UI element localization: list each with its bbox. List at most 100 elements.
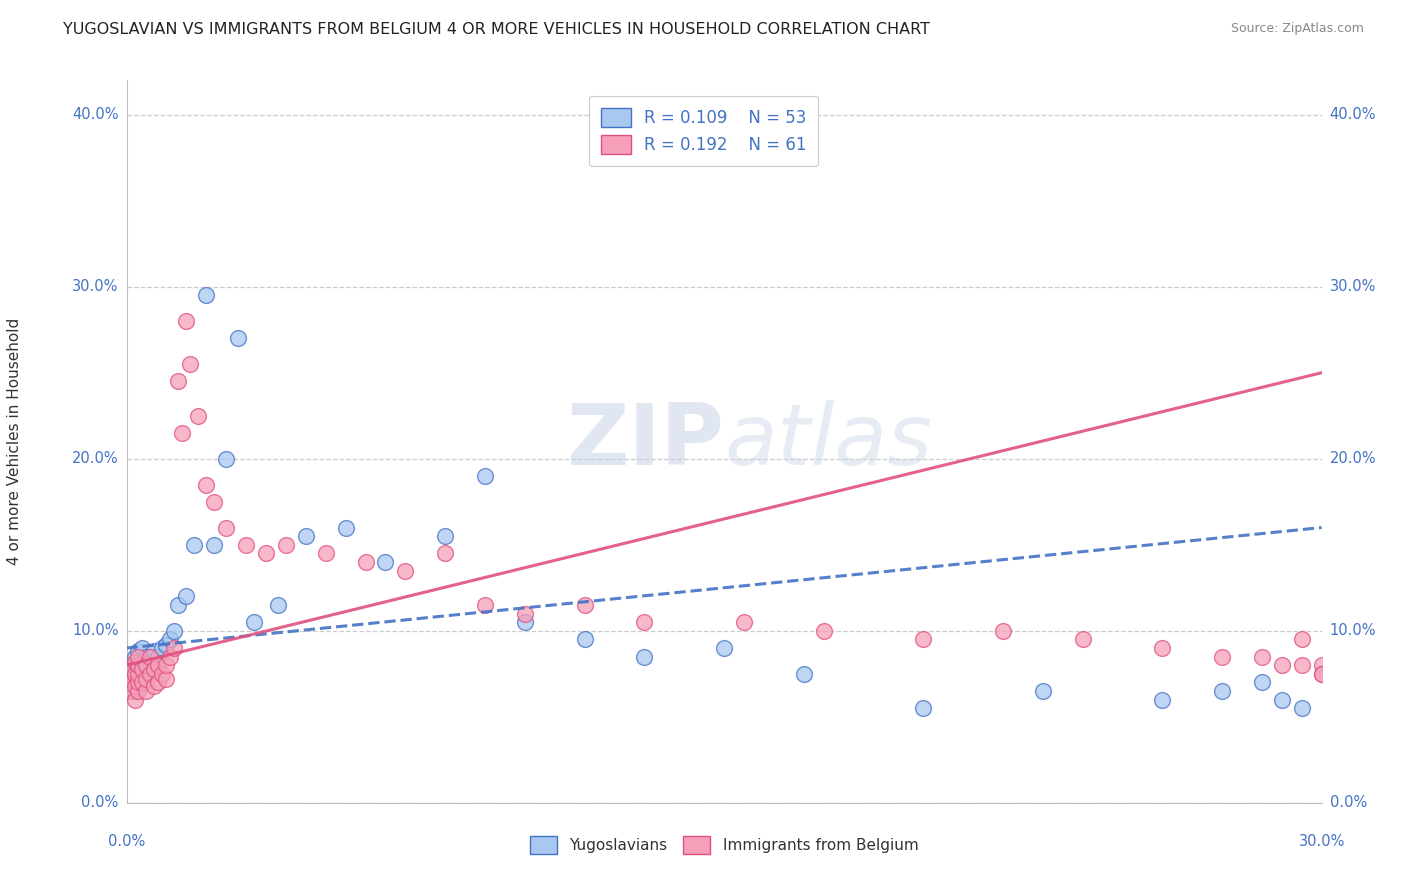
Text: 30.0%: 30.0% [1299, 834, 1344, 849]
Point [131, 665, 153, 679]
Point [633, 649, 655, 664]
Point [315, 546, 337, 560]
Point [1291, 701, 1313, 715]
Point [143, 662, 166, 676]
Point [124, 649, 146, 664]
Point [155, 638, 177, 652]
Text: 0.0%: 0.0% [1330, 796, 1367, 810]
Point [335, 520, 357, 534]
Point [124, 666, 146, 681]
Point [274, 538, 297, 552]
Point [474, 598, 496, 612]
Point [215, 451, 238, 466]
Point [1291, 632, 1313, 647]
Point [127, 658, 149, 673]
Text: Source: ZipAtlas.com: Source: ZipAtlas.com [1230, 22, 1364, 36]
Point [1211, 649, 1233, 664]
Text: atlas: atlas [724, 400, 932, 483]
Point [148, 658, 170, 673]
Point [1152, 640, 1174, 655]
Point [135, 658, 157, 673]
Point [159, 649, 181, 664]
Point [513, 607, 536, 621]
Text: 10.0%: 10.0% [1330, 624, 1376, 639]
Point [120, 662, 142, 676]
Point [120, 684, 142, 698]
Point [1271, 692, 1294, 706]
Point [1310, 666, 1333, 681]
Point [183, 538, 205, 552]
Point [120, 675, 142, 690]
Point [574, 598, 596, 612]
Point [127, 658, 149, 673]
Text: 0.0%: 0.0% [82, 796, 118, 810]
Point [167, 375, 190, 389]
Point [131, 655, 153, 669]
Point [195, 288, 218, 302]
Point [294, 529, 316, 543]
Point [150, 640, 174, 655]
Point [633, 615, 655, 630]
Point [127, 644, 149, 658]
Point [202, 538, 225, 552]
Point [124, 672, 146, 686]
Text: 4 or more Vehicles in Household: 4 or more Vehicles in Household [7, 318, 22, 566]
Text: 20.0%: 20.0% [72, 451, 118, 467]
Point [131, 672, 153, 686]
Point [135, 684, 157, 698]
Point [1310, 666, 1333, 681]
Point [394, 564, 416, 578]
Text: 30.0%: 30.0% [72, 279, 118, 294]
Point [124, 679, 146, 693]
Point [187, 409, 209, 423]
Point [120, 658, 142, 673]
Point [135, 675, 157, 690]
Point [124, 684, 146, 698]
Point [1071, 632, 1094, 647]
Point [150, 666, 174, 681]
Point [131, 640, 153, 655]
Point [179, 357, 201, 371]
Point [713, 640, 735, 655]
Point [127, 679, 149, 693]
Legend: Yugoslavians, Immigrants from Belgium: Yugoslavians, Immigrants from Belgium [523, 830, 925, 860]
Point [174, 590, 197, 604]
Point [1310, 658, 1333, 673]
Point [793, 666, 815, 681]
Point [434, 529, 457, 543]
Point [139, 655, 162, 669]
Point [1152, 692, 1174, 706]
Point [135, 662, 157, 676]
Point [243, 615, 266, 630]
Point [143, 679, 166, 693]
Text: 0.0%: 0.0% [108, 834, 145, 849]
Point [574, 632, 596, 647]
Point [127, 649, 149, 664]
Text: ZIP: ZIP [567, 400, 724, 483]
Point [139, 649, 162, 664]
Point [374, 555, 396, 569]
Point [131, 662, 153, 676]
Point [912, 632, 935, 647]
Text: 10.0%: 10.0% [72, 624, 118, 639]
Text: 40.0%: 40.0% [1330, 107, 1376, 122]
Point [235, 538, 257, 552]
Point [167, 598, 190, 612]
Point [474, 469, 496, 483]
Point [813, 624, 835, 638]
Point [124, 692, 146, 706]
Point [226, 331, 249, 345]
Point [434, 546, 457, 560]
Point [1211, 684, 1233, 698]
Point [202, 494, 225, 508]
Point [143, 662, 166, 676]
Point [513, 615, 536, 630]
Point [163, 624, 186, 638]
Point [120, 666, 142, 681]
Text: 30.0%: 30.0% [1330, 279, 1376, 294]
Point [215, 520, 238, 534]
Point [127, 675, 149, 690]
Point [139, 666, 162, 681]
Point [124, 655, 146, 669]
Point [127, 666, 149, 681]
